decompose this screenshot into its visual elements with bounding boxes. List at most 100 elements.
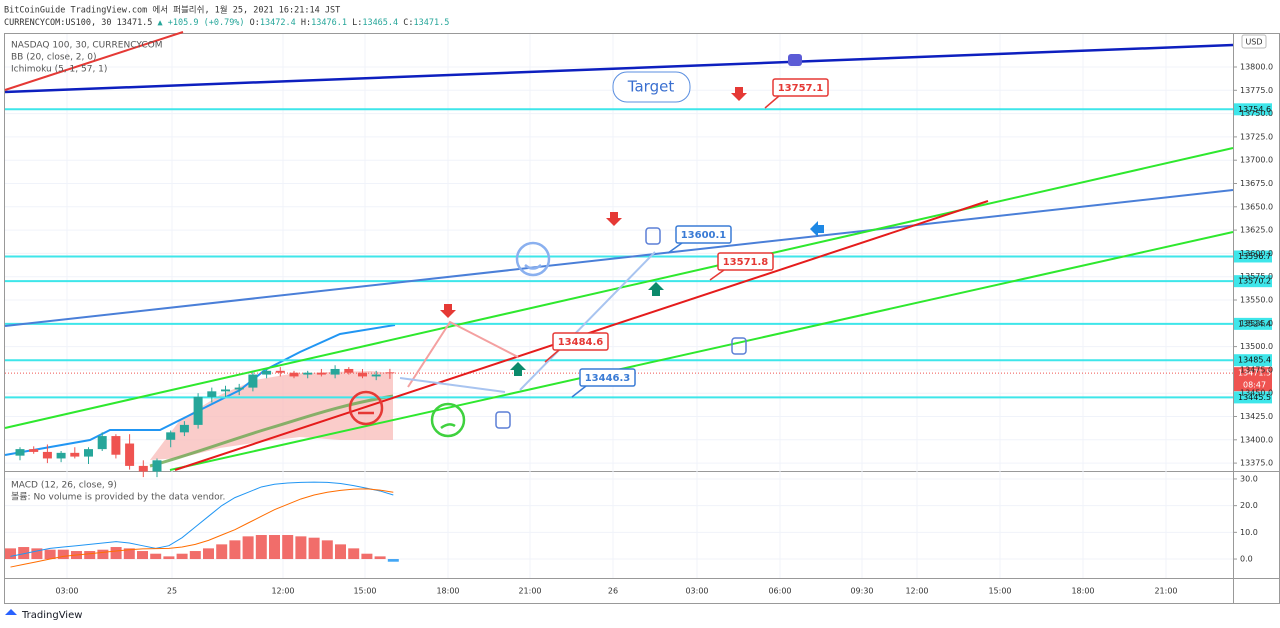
x-tick-label: 03:00	[685, 587, 708, 596]
candles	[15, 365, 395, 478]
y-tick-label: 13725.0	[1240, 132, 1273, 141]
histogram-bar	[31, 548, 43, 560]
mouth	[440, 423, 456, 430]
histogram-bar	[110, 547, 122, 560]
histogram-bar	[242, 536, 254, 560]
histogram-bar	[361, 553, 373, 560]
signal-line	[10, 488, 394, 568]
histogram-bar	[97, 549, 109, 560]
candle-body	[179, 424, 189, 433]
callout-pointer	[544, 349, 560, 363]
candle-body	[289, 372, 299, 377]
x-tick-label: 18:00	[436, 587, 459, 596]
histogram-bar	[308, 537, 320, 560]
candle-body	[166, 432, 176, 440]
trend-line	[4, 31, 184, 91]
callout-pointer	[667, 242, 683, 254]
x-tick-label: 15:00	[353, 587, 376, 596]
legend-item: NASDAQ 100, 30, CURRENCYCOM	[11, 41, 162, 51]
callouts: 13757.1 13600.1 13571.8 13484.6 13446.3	[544, 78, 829, 398]
y-tick-label: 13500.0	[1240, 342, 1273, 351]
y-tick-label: 13450.0	[1240, 389, 1273, 398]
callout-box	[717, 252, 774, 271]
volume-note: 볼륨: No volume is provided by the data ve…	[11, 492, 225, 503]
histogram-bar	[321, 540, 333, 560]
down-arrows	[440, 87, 747, 318]
callout-label: 13600.1	[681, 230, 727, 241]
footer-brand[interactable]: TradingView	[21, 610, 82, 621]
candle-body	[234, 387, 244, 390]
macd-title: MACD (12, 26, close, 9)	[11, 481, 117, 491]
histogram-bar	[189, 551, 201, 560]
y-tick-label: 0.0	[1240, 555, 1253, 564]
level-label: 13445.5	[1238, 393, 1271, 402]
candle-body	[84, 449, 93, 457]
smiley	[515, 241, 551, 277]
x-tick-label: 21:00	[518, 587, 541, 596]
level-label: 13754.6	[1238, 105, 1271, 114]
callout-pointer	[764, 95, 780, 109]
callout-box	[675, 225, 732, 244]
path-arrow	[399, 377, 506, 393]
candle-body	[56, 452, 66, 459]
histogram-bar	[137, 551, 148, 560]
logo	[5, 609, 17, 615]
currency[interactable]: USD	[1245, 38, 1262, 47]
callout-box	[552, 332, 609, 351]
histogram-bar	[150, 553, 162, 560]
y-tick-label: 13625.0	[1240, 226, 1273, 235]
histogram-bar	[229, 540, 241, 560]
levels: 13754.6 13596.7 13570.2 13524.4 13485.4 13445…	[5, 103, 1272, 404]
up-arrow	[648, 282, 664, 296]
candle-body	[221, 389, 230, 392]
x-tick-label: 25	[167, 587, 177, 596]
candle-body	[15, 449, 25, 456]
change: ▲ +105.9 (+0.79%)	[158, 18, 245, 28]
y-tick-label: 13525.0	[1240, 319, 1273, 328]
path-arrow	[519, 251, 656, 391]
level-label-box	[1234, 354, 1272, 367]
histogram-bar	[282, 535, 294, 560]
candle-body	[152, 460, 162, 472]
left-arrow	[810, 221, 824, 237]
level-label: 13485.4	[1238, 356, 1271, 365]
y-tick-label: 30.0	[1240, 474, 1258, 483]
candle-body	[371, 374, 381, 377]
y-tick-label: 13425.0	[1240, 412, 1273, 421]
level-label-box	[1234, 103, 1272, 116]
candle-body	[303, 372, 313, 375]
candle-body	[330, 368, 340, 375]
level-label-box	[1234, 275, 1272, 288]
candle-body	[193, 396, 203, 425]
y-tick-label: 13650.0	[1240, 202, 1273, 211]
low-label: L:	[352, 18, 362, 28]
countdown: 08:47	[1243, 381, 1266, 390]
smiley	[348, 390, 384, 426]
smileys	[348, 241, 551, 438]
x-tick-label: 03:00	[55, 587, 78, 596]
down-arrow	[440, 304, 456, 318]
trend-line	[4, 43, 1234, 94]
up-arrow	[510, 362, 526, 376]
hand-icon	[495, 411, 511, 429]
candle-body	[316, 372, 326, 375]
histogram-bar	[295, 536, 307, 560]
histogram-bar	[176, 553, 188, 560]
x-tick-label: 09:30	[850, 587, 873, 596]
high-value: 13476.1	[311, 18, 347, 28]
down-arrow	[731, 87, 747, 101]
current-price-box	[1234, 367, 1272, 392]
histogram-bar	[57, 549, 69, 560]
smile	[524, 264, 542, 270]
currency-box[interactable]	[1241, 34, 1267, 49]
x-tick-label: 15:00	[988, 587, 1011, 596]
histogram-bar	[163, 556, 175, 560]
histogram-bar	[387, 559, 399, 562]
candle-body	[70, 452, 80, 457]
callout-label: 13446.3	[585, 373, 631, 384]
open-label: O:	[250, 18, 260, 28]
level-label-box	[1234, 250, 1272, 263]
level-label: 13596.7	[1238, 252, 1271, 261]
y-tick-label: 13575.0	[1240, 272, 1273, 281]
